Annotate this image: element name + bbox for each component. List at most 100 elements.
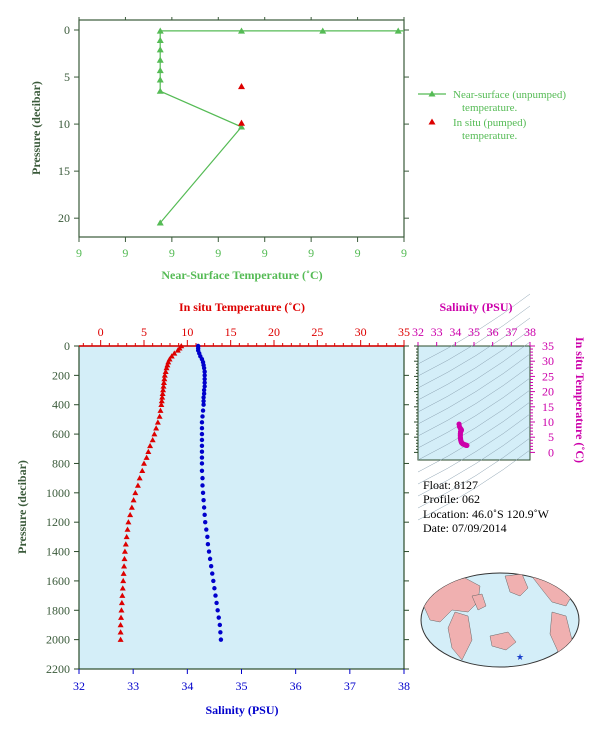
temperature-point <box>124 526 131 532</box>
temperature-tick-label: 0 <box>98 325 104 339</box>
salinity-point <box>199 420 205 425</box>
salinity-point <box>199 455 205 460</box>
density-contour <box>417 401 531 473</box>
temperature-point <box>123 533 130 540</box>
temperature-point <box>121 548 128 554</box>
temperature-point <box>160 383 167 389</box>
salinity-point <box>205 534 210 540</box>
legend-marker-pumped <box>428 118 436 125</box>
salinity-point <box>200 483 205 488</box>
temperature-point <box>119 585 126 591</box>
density-contour <box>417 305 531 377</box>
temperature-point <box>161 376 168 382</box>
temperature-point <box>153 425 160 431</box>
density-contour <box>417 449 531 521</box>
temperature-point <box>160 387 167 393</box>
salinity-point <box>204 527 209 532</box>
ts-y-tick-label: 10 <box>542 415 554 429</box>
unpumped-point <box>394 27 402 34</box>
salinity-point <box>211 578 216 584</box>
temperature-point <box>139 467 146 474</box>
ts-y-tick-label: 15 <box>542 400 554 414</box>
salinity-point <box>200 408 206 413</box>
profile-plot-area <box>78 345 405 670</box>
ts-plot-area <box>417 345 531 461</box>
temperature-point <box>120 570 127 576</box>
profile-axis-ticks: 0200400600800100012001400160018002000220… <box>46 325 410 693</box>
salinity-tick-label: 36 <box>290 679 302 693</box>
y-tick-label: 200 <box>52 368 70 382</box>
salinity-point <box>201 387 207 393</box>
y-tick-label: 2200 <box>46 662 70 676</box>
salinity-point <box>199 468 205 473</box>
pumped-point <box>238 82 245 90</box>
salinity-point <box>200 414 205 419</box>
salinity-point <box>199 431 205 437</box>
location: Location: 46.0˚S 120.9˚W <box>423 507 550 521</box>
temperature-point <box>134 482 141 488</box>
temperature-tick-label: 5 <box>141 325 147 339</box>
near-surface-x-axis-label: Near-Surface Temperature (˚C) <box>161 268 322 282</box>
temperature-point <box>157 407 164 413</box>
temperature-tick-label: 20 <box>268 325 280 339</box>
near-surface-axis-ticks: 0 5 10 15 20 9 9 9 9 9 9 9 9 <box>58 17 409 260</box>
x-tick-label: 9 <box>215 246 221 260</box>
temperature-point <box>154 419 161 425</box>
salinity-point <box>205 542 211 547</box>
salinity-point <box>202 373 207 378</box>
salinity-tick-label: 34 <box>181 679 193 693</box>
unpumped-point <box>156 66 164 74</box>
y-tick-label: 400 <box>52 398 70 412</box>
temperature-point <box>163 365 170 371</box>
salinity-tick-label: 38 <box>398 679 410 693</box>
temperature-point <box>149 436 156 443</box>
y-tick-label: 2000 <box>46 633 70 647</box>
temperature-point <box>159 394 166 400</box>
x-tick-label: 9 <box>122 246 128 260</box>
temperature-tick-label: 35 <box>398 325 410 339</box>
temperature-point <box>118 599 125 606</box>
ts-x-tick-label: 32 <box>412 325 424 339</box>
y-tick-label: 15 <box>58 164 70 178</box>
temperature-point <box>168 353 175 359</box>
salinity-point <box>216 615 221 620</box>
y-tick-label: 0 <box>64 23 70 37</box>
ts-y-tick-label: 35 <box>542 339 554 353</box>
salinity-point <box>200 490 206 496</box>
salinity-point <box>201 402 206 407</box>
unpumped-point <box>156 219 164 226</box>
temperature-point <box>159 390 166 396</box>
temperature-point <box>147 442 154 449</box>
ts-y-tick-label: 0 <box>548 445 554 459</box>
temperature-point <box>117 621 124 628</box>
salinity-point <box>217 622 223 628</box>
salinity-point <box>210 571 215 576</box>
temperature-point <box>136 475 143 481</box>
legend-label-pumped: In situ (pumped) temperature. <box>453 117 527 142</box>
temperature-point <box>128 504 135 510</box>
temperature-tick-label: 30 <box>355 325 367 339</box>
salinity-point <box>199 437 205 443</box>
salinity-point <box>202 512 207 518</box>
ts-x-tick-label: 35 <box>468 325 480 339</box>
unpumped-point <box>156 87 164 94</box>
temperature-point <box>122 541 129 547</box>
temperature-point <box>160 379 167 385</box>
ts-y-axis-label: In situ Temperature (˚C) <box>573 337 587 463</box>
salinity-point <box>201 395 206 400</box>
temperature-point <box>158 401 165 407</box>
density-contour <box>417 353 531 425</box>
temperature-point <box>156 413 163 419</box>
ts-y-tick-label: 30 <box>542 354 554 368</box>
ts-x-tick-label: 38 <box>524 325 536 339</box>
density-contour <box>417 437 531 509</box>
x-tick-label: 9 <box>401 246 407 260</box>
y-tick-label: 1600 <box>46 574 70 588</box>
salinity-point <box>214 600 219 606</box>
unpumped-point <box>156 76 164 83</box>
y-tick-label: 1200 <box>46 515 70 529</box>
ts-x-tick-label: 36 <box>487 325 499 339</box>
